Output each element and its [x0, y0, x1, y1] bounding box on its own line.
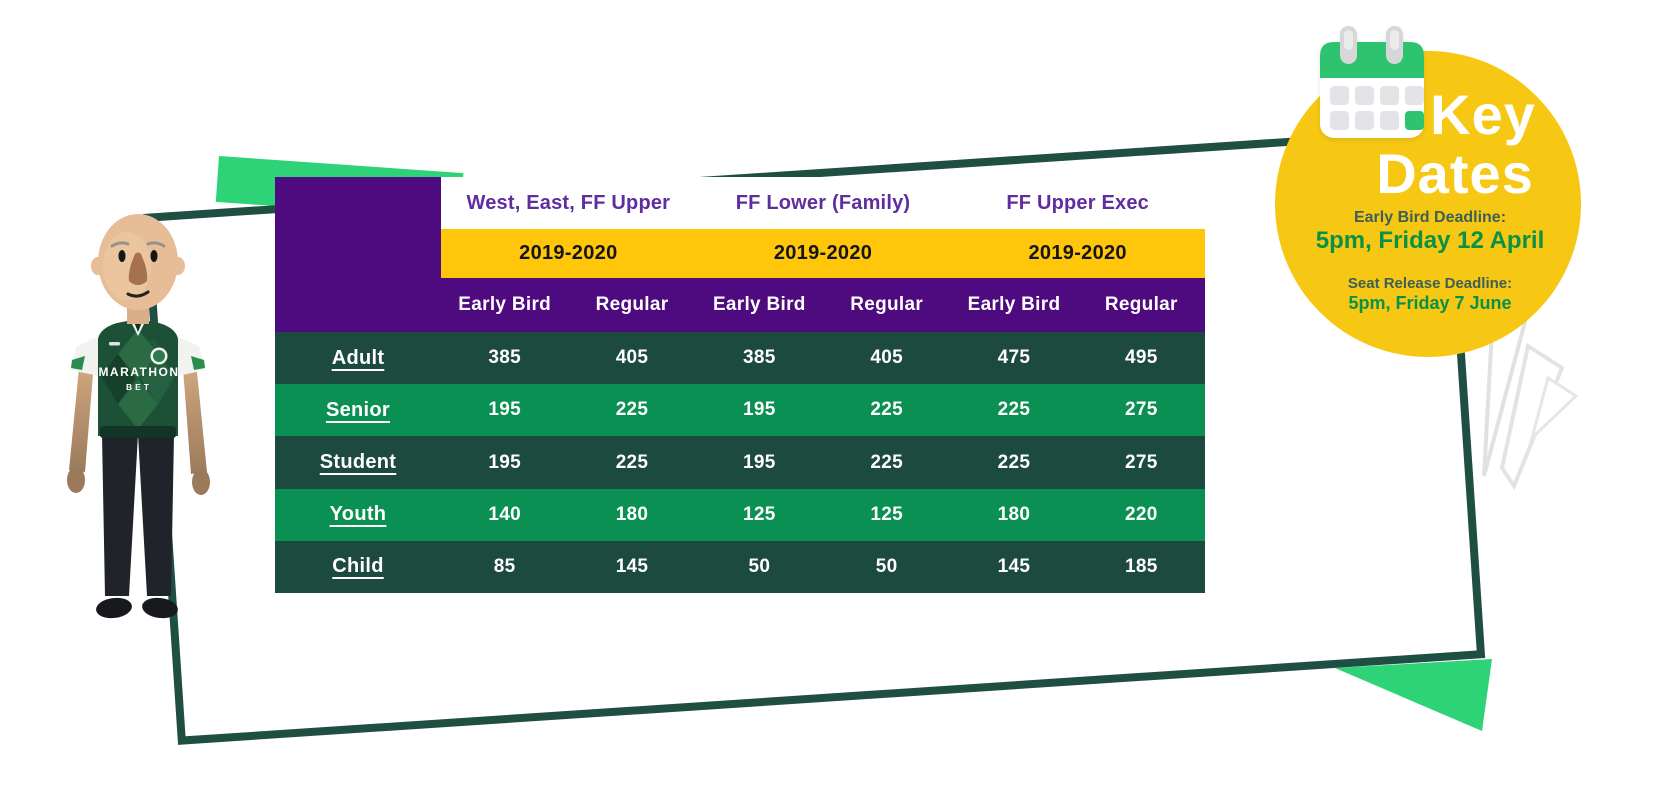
price-type-header: Early Bird	[967, 294, 1061, 315]
green-accent-bottom-right	[1335, 659, 1492, 731]
shirt-sponsor-text: MARATHON	[98, 365, 179, 379]
price-cell: 275	[1125, 399, 1158, 421]
deadline-label: Early Bird Deadline:	[1353, 209, 1507, 226]
price-cell: 225	[615, 399, 649, 421]
season-header: 2019-2020	[1028, 242, 1127, 264]
key-dates-title-line2: Dates	[1376, 142, 1534, 205]
stand-group-header-row: West, East, FF Upper FF Lower (Family) F…	[441, 177, 1205, 229]
table-row: Senior 195 225 195 225 225 275	[275, 384, 1205, 437]
season-ticket-price-table: West, East, FF Upper FF Lower (Family) F…	[275, 177, 1205, 594]
price-cell: 405	[615, 347, 649, 369]
price-type-header: Regular	[1104, 294, 1178, 315]
key-dates-title-line1: Key	[1430, 83, 1536, 146]
price-type-header: Early Bird	[458, 294, 552, 315]
price-type-header: Early Bird	[712, 294, 806, 315]
price-cell: 140	[488, 503, 521, 525]
deadline-value: 5pm, Friday 7 June	[1348, 293, 1512, 313]
price-cell: 225	[997, 399, 1031, 421]
shirt-year-text: 1875	[137, 339, 157, 349]
shirt-sponsor-subtext: BET	[126, 382, 152, 392]
price-cell: 495	[1125, 347, 1158, 369]
price-cell: 225	[870, 399, 903, 421]
season-header-row: 2019-2020 2019-2020 2019-2020	[441, 229, 1205, 278]
stand-group-header: West, East, FF Upper	[466, 191, 671, 214]
price-cell: 195	[488, 451, 521, 473]
row-label-link[interactable]: Youth	[329, 503, 387, 526]
row-label-link[interactable]: Senior	[325, 398, 391, 421]
calendar-icon	[1320, 26, 1424, 138]
price-type-header-row: Early Bird Regular Early Bird Regular Ea…	[275, 278, 1205, 332]
mascot-character: 1875 MARATHON BET	[67, 214, 210, 619]
price-cell: 180	[615, 503, 649, 525]
price-cell: 185	[1125, 555, 1158, 577]
row-label-link[interactable]: Child	[332, 555, 384, 578]
price-rows: Adult 385 405 385 405 475 495 Senior 195…	[275, 332, 1205, 594]
price-cell: 275	[1125, 451, 1158, 473]
season-header: 2019-2020	[773, 242, 873, 264]
price-cell: 145	[615, 555, 649, 577]
price-cell: 180	[997, 503, 1031, 525]
price-cell: 50	[875, 555, 898, 577]
price-cell: 195	[488, 399, 521, 421]
price-type-header: Regular	[595, 294, 669, 315]
price-cell: 125	[870, 503, 903, 525]
price-cell: 225	[997, 451, 1031, 473]
price-cell: 220	[1125, 503, 1158, 525]
price-cell: 145	[997, 555, 1031, 577]
price-cell: 85	[493, 555, 516, 577]
price-cell: 195	[743, 399, 776, 421]
deadline-value: 5pm, Friday 12 April	[1315, 227, 1545, 254]
price-type-header: Regular	[850, 294, 924, 315]
row-label-link[interactable]: Student	[319, 451, 397, 473]
stand-group-header: FF Upper Exec	[1006, 191, 1149, 214]
price-cell: 475	[997, 347, 1031, 369]
price-cell: 125	[743, 503, 776, 525]
table-row: Student 195 225 195 225 225 275	[275, 436, 1205, 489]
table-row: Child 85 145 50 50 145 185	[275, 540, 1205, 594]
table-row: Youth 140 180 125 125 180 220	[275, 488, 1205, 541]
table-row: Adult 385 405 385 405 475 495	[275, 332, 1205, 385]
price-cell: 195	[743, 451, 776, 473]
price-cell: 405	[870, 347, 903, 369]
price-cell: 50	[748, 555, 771, 577]
price-cell: 385	[488, 347, 521, 369]
deadline-label: Seat Release Deadline:	[1347, 275, 1513, 292]
price-cell: 225	[615, 451, 649, 473]
price-cell: 225	[870, 451, 903, 473]
season-header: 2019-2020	[519, 242, 618, 264]
row-label-link[interactable]: Adult	[331, 346, 385, 369]
watermark-shapes-icon	[1482, 316, 1579, 491]
price-cell: 385	[743, 347, 776, 369]
stand-group-header: FF Lower (Family)	[735, 191, 911, 214]
